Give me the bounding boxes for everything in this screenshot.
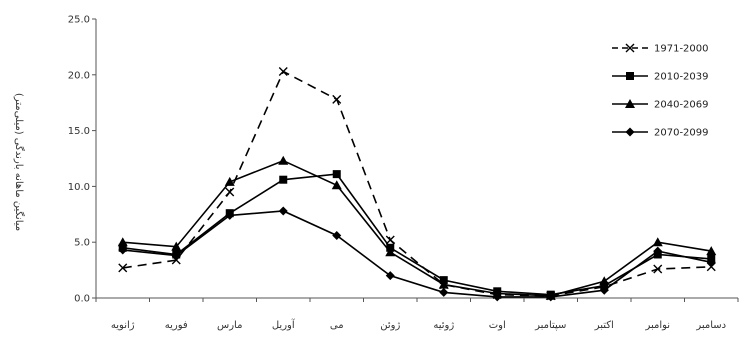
chart-axes: 0.0 5.0 10.0 15.0 20.0 25.0 ژانویه فوریه مارس آور… <box>68 15 739 331</box>
square-marker <box>626 72 634 80</box>
y-tick-label: 25.0 <box>68 15 90 26</box>
x-category-label: اکتبر <box>594 320 614 331</box>
legend-label: 2040-2069 <box>654 100 709 111</box>
diamond-marker <box>492 292 502 302</box>
series-layer <box>117 66 717 302</box>
diamond-marker <box>625 127 635 137</box>
y-tick-label: 20.0 <box>68 70 90 81</box>
diamond-marker <box>653 246 663 256</box>
series-line <box>122 159 712 297</box>
x-category-label: ژوئن <box>380 320 400 331</box>
x-marker <box>225 187 235 197</box>
y-axis-label: میانگین ماهانه بارندگی (میلی‌متر) <box>13 93 25 231</box>
diamond-marker <box>706 257 716 267</box>
series-line <box>122 210 712 298</box>
x-category-label: سپتامبر <box>534 320 566 331</box>
y-tick-label: 0.0 <box>74 294 90 305</box>
diamond-marker <box>118 245 128 255</box>
x-category-label: می <box>330 320 344 331</box>
diamond-marker <box>439 287 449 297</box>
y-tick-label: 10.0 <box>68 182 90 193</box>
diamond-marker <box>278 206 288 216</box>
x-category-label: ژوئیه <box>433 320 454 331</box>
triangle-marker <box>278 155 289 165</box>
triangle-marker <box>224 176 235 186</box>
x-category-label: مارس <box>217 320 242 331</box>
x-category-label: نوامبر <box>644 320 670 331</box>
x-marker <box>278 66 288 76</box>
triangle-marker <box>706 246 717 256</box>
legend-label: 2010-2039 <box>654 72 709 83</box>
x-category-label: اوت <box>489 320 506 331</box>
legend-item: 2010-2039 <box>612 72 709 83</box>
x-category-label: دسامبر <box>695 320 726 331</box>
x-marker <box>653 264 663 274</box>
diamond-marker <box>225 210 235 220</box>
legend-label: 2070-2099 <box>654 128 709 139</box>
legend-item: 2070-2099 <box>612 127 709 139</box>
triangle-marker <box>625 99 635 108</box>
triangle-marker <box>438 279 449 289</box>
legend-item: 2040-2069 <box>612 99 709 111</box>
x-category-label: ژانویه <box>111 320 135 331</box>
triangle-marker <box>599 276 610 286</box>
series-4 <box>118 206 716 302</box>
triangle-marker <box>652 237 663 247</box>
diamond-marker <box>385 271 395 281</box>
x-marker <box>332 94 342 104</box>
x-category-label: آوریل <box>272 318 296 331</box>
legend-label: 1971-2000 <box>654 44 709 55</box>
diamond-marker <box>599 285 609 295</box>
series-line <box>122 173 712 296</box>
chart-legend: 1971-2000 2010-2039 2040-2069 2070-2099 <box>612 44 709 139</box>
diamond-marker <box>546 292 556 302</box>
y-tick-label: 15.0 <box>68 126 90 137</box>
x-category-label: فوریه <box>165 320 188 331</box>
square-marker <box>332 170 341 179</box>
triangle-marker <box>331 180 342 190</box>
triangle-marker <box>171 241 182 251</box>
square-marker <box>279 175 288 184</box>
triangle-marker <box>117 237 128 247</box>
triangle-marker <box>385 247 396 257</box>
legend-item: 1971-2000 <box>612 44 709 55</box>
x-marker <box>625 43 635 53</box>
x-marker <box>385 235 395 245</box>
x-marker <box>118 263 128 273</box>
diamond-marker <box>332 231 342 241</box>
diamond-marker <box>171 251 181 261</box>
y-tick-label: 5.0 <box>74 238 90 249</box>
